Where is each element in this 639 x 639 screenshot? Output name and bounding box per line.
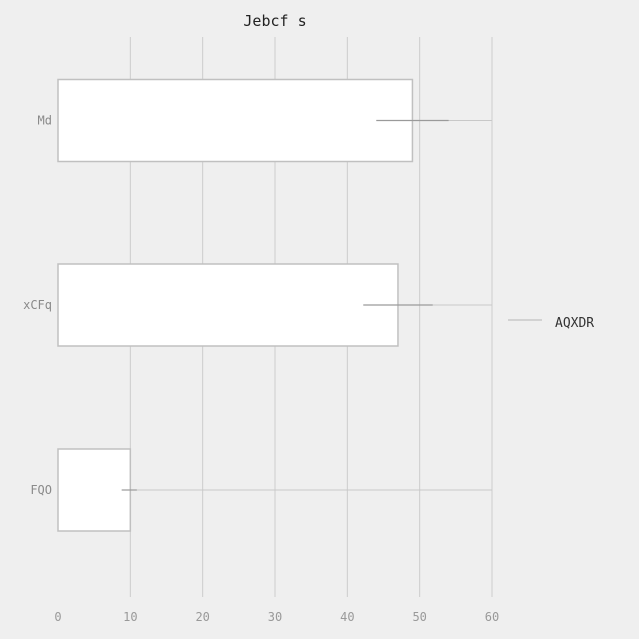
- x-tick-label: 20: [195, 610, 209, 624]
- x-tick-label: 50: [412, 610, 426, 624]
- bar: [57, 263, 399, 347]
- x-tick-label: 30: [268, 610, 282, 624]
- legend-label: AQXDR: [555, 316, 594, 331]
- bar: [57, 448, 132, 532]
- bar: [57, 78, 414, 163]
- legend: AQXDR: [508, 316, 594, 331]
- x-tick-label: 0: [54, 610, 61, 624]
- category-label: xCFq: [23, 298, 52, 312]
- bars: [57, 78, 414, 532]
- error-bars: [121, 119, 449, 491]
- chart-title: Jebcf s: [243, 12, 306, 30]
- x-tick-label: 10: [123, 610, 137, 624]
- x-tick-label: 60: [485, 610, 499, 624]
- category-label: FQO: [30, 483, 52, 497]
- x-tick-label: 40: [340, 610, 354, 624]
- x-tick-labels: 0 10 20 30 40 50 60: [54, 610, 499, 624]
- category-label: Md: [38, 114, 52, 128]
- category-labels: Md xCFq FQO: [23, 114, 52, 498]
